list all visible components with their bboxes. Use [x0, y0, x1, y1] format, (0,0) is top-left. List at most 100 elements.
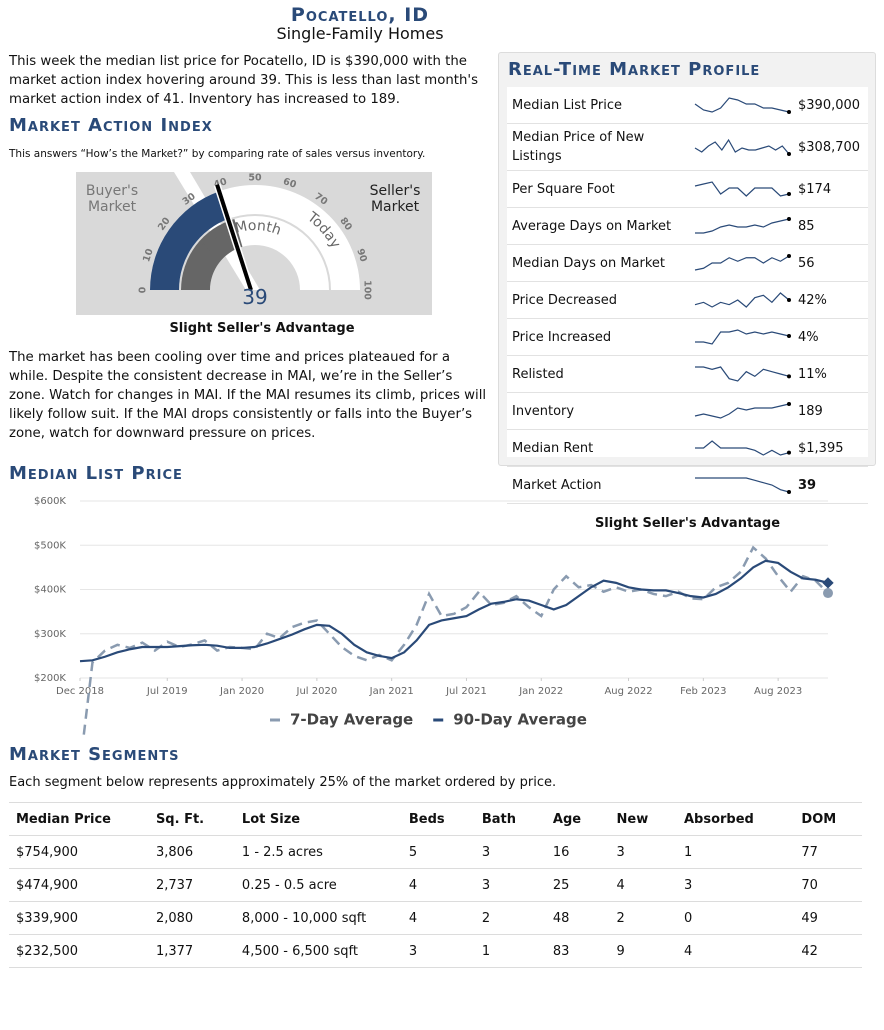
table-cell: $474,900 [9, 868, 149, 902]
sparkline-end [787, 254, 791, 258]
table-cell: 3 [609, 835, 677, 869]
y-tick-label: $300K [34, 629, 66, 640]
x-tick-label: Jan 2020 [219, 686, 264, 697]
gauge-tick-label: 100 [362, 280, 373, 300]
section-description: This answers “How’s the Market?” by comp… [9, 148, 426, 160]
column-header: Bath [474, 802, 546, 836]
profile-row: Median Days on Market 56 [507, 244, 868, 282]
gauge-value: 39 [242, 285, 267, 309]
sparkline [695, 477, 791, 494]
sparkline [694, 402, 791, 419]
row-label: Median List Price [507, 87, 693, 124]
table-cell: 49 [794, 901, 862, 935]
sparkline [695, 329, 791, 345]
sparkline [695, 366, 791, 382]
row-label: Inventory [507, 392, 693, 430]
sparkline-line [694, 97, 790, 113]
table-cell: 1,377 [148, 934, 235, 968]
page-subtitle: Single-Family Homes [276, 24, 444, 43]
table-cell: 3,806 [148, 835, 235, 869]
table-cell: 3 [474, 835, 546, 869]
sparkline [694, 138, 791, 156]
y-tick-label: $200K [34, 673, 66, 684]
table-cell: $339,900 [9, 901, 149, 935]
profile-panel: Real-Time Market Profile Median List Pri… [498, 52, 876, 531]
row-value: $1,395 [793, 429, 868, 467]
row-label: Average Days on Market [507, 207, 693, 245]
row-trend [693, 207, 793, 245]
table-cell: 3 [676, 868, 795, 902]
table-cell: 0.25 - 0.5 acre [234, 868, 402, 902]
table-cell: $232,500 [9, 934, 149, 968]
table-cell: 48 [545, 901, 610, 935]
column-header: Absorbed [676, 802, 795, 836]
line-chart: $200K $300K $400K $500K $600K Dec 2018 Jul 201… [34, 496, 834, 735]
row-label: Price Increased [507, 318, 693, 356]
x-tick-label: Jul 2019 [146, 686, 188, 697]
y-tick-label: $600K [34, 496, 66, 507]
row-trend [693, 318, 793, 356]
needle [215, 184, 253, 291]
sparkline-line [695, 440, 790, 456]
legend-label: 7-Day Average [290, 711, 413, 729]
gauge-tick-label: 0 [138, 286, 149, 293]
column-header: New [609, 802, 677, 836]
row-trend [693, 170, 793, 208]
row-trend [693, 429, 793, 467]
column-header: Lot Size [234, 802, 402, 836]
profile-row: Median List Price $390,000 [507, 87, 868, 124]
x-tick-label: Dec 2018 [56, 686, 104, 697]
table-cell: 42 [794, 934, 862, 968]
row-value: $390,000 [793, 87, 868, 124]
sparkline-line [695, 218, 790, 234]
column-header: Median Price [9, 802, 149, 836]
sparkline-line [694, 255, 790, 271]
sparkline-end [787, 217, 791, 221]
profile-row: Per Square Foot $174 [507, 170, 868, 208]
sparkline [694, 254, 791, 271]
table-cell: 9 [609, 934, 677, 968]
y-tick-label: $400K [34, 585, 66, 596]
row-trend [693, 355, 793, 393]
table-cell: 0 [676, 901, 795, 935]
table-cell: 4 [401, 901, 475, 935]
column-header: Sq. Ft. [148, 802, 235, 836]
buyers-label: Buyer's Market [85, 183, 139, 215]
profile-body: Median List Price $390,000 Median Price of… [507, 87, 868, 531]
table-cell: 5 [401, 835, 475, 869]
row-value: 189 [793, 392, 868, 430]
sparkline-line [695, 366, 790, 382]
row-trend [693, 392, 793, 430]
x-tick-label: Aug 2023 [754, 686, 802, 697]
series-line [82, 545, 829, 735]
table-cell: 1 [474, 934, 546, 968]
section-description: Each segment below represents approximat… [9, 775, 557, 790]
row-value: $308,700 [793, 123, 868, 171]
sparkline [695, 440, 791, 456]
sparkline [694, 292, 791, 308]
sparkline-end [787, 298, 791, 302]
table-cell: 4 [609, 868, 677, 902]
sparkline-end [787, 110, 791, 114]
table-cell: 77 [794, 835, 862, 869]
profile-row: Average Days on Market 85 [507, 207, 868, 245]
commentary: The market has been cooling over time an… [9, 350, 487, 441]
today-arc [150, 191, 230, 290]
table-row: $474,900 2,737 0.25 - 0.5 acre 4 3 25 4 3 70 [9, 868, 862, 902]
row-value: $174 [793, 170, 868, 208]
section-heading: Market Action Index [9, 115, 213, 136]
profile-row: Relisted 11% [507, 355, 868, 393]
row-value: 39 [793, 466, 868, 504]
gauge-tick-label: 90 [354, 247, 369, 263]
row-trend [693, 244, 793, 282]
row-label: Per Square Foot [507, 170, 693, 208]
sparkline-end [787, 402, 791, 406]
table-cell: 8,000 - 10,000 sqft [234, 901, 402, 935]
sparkline [695, 217, 791, 234]
sparkline-line [694, 138, 790, 155]
table-cell: 2 [474, 901, 546, 935]
table-cell: 16 [545, 835, 610, 869]
